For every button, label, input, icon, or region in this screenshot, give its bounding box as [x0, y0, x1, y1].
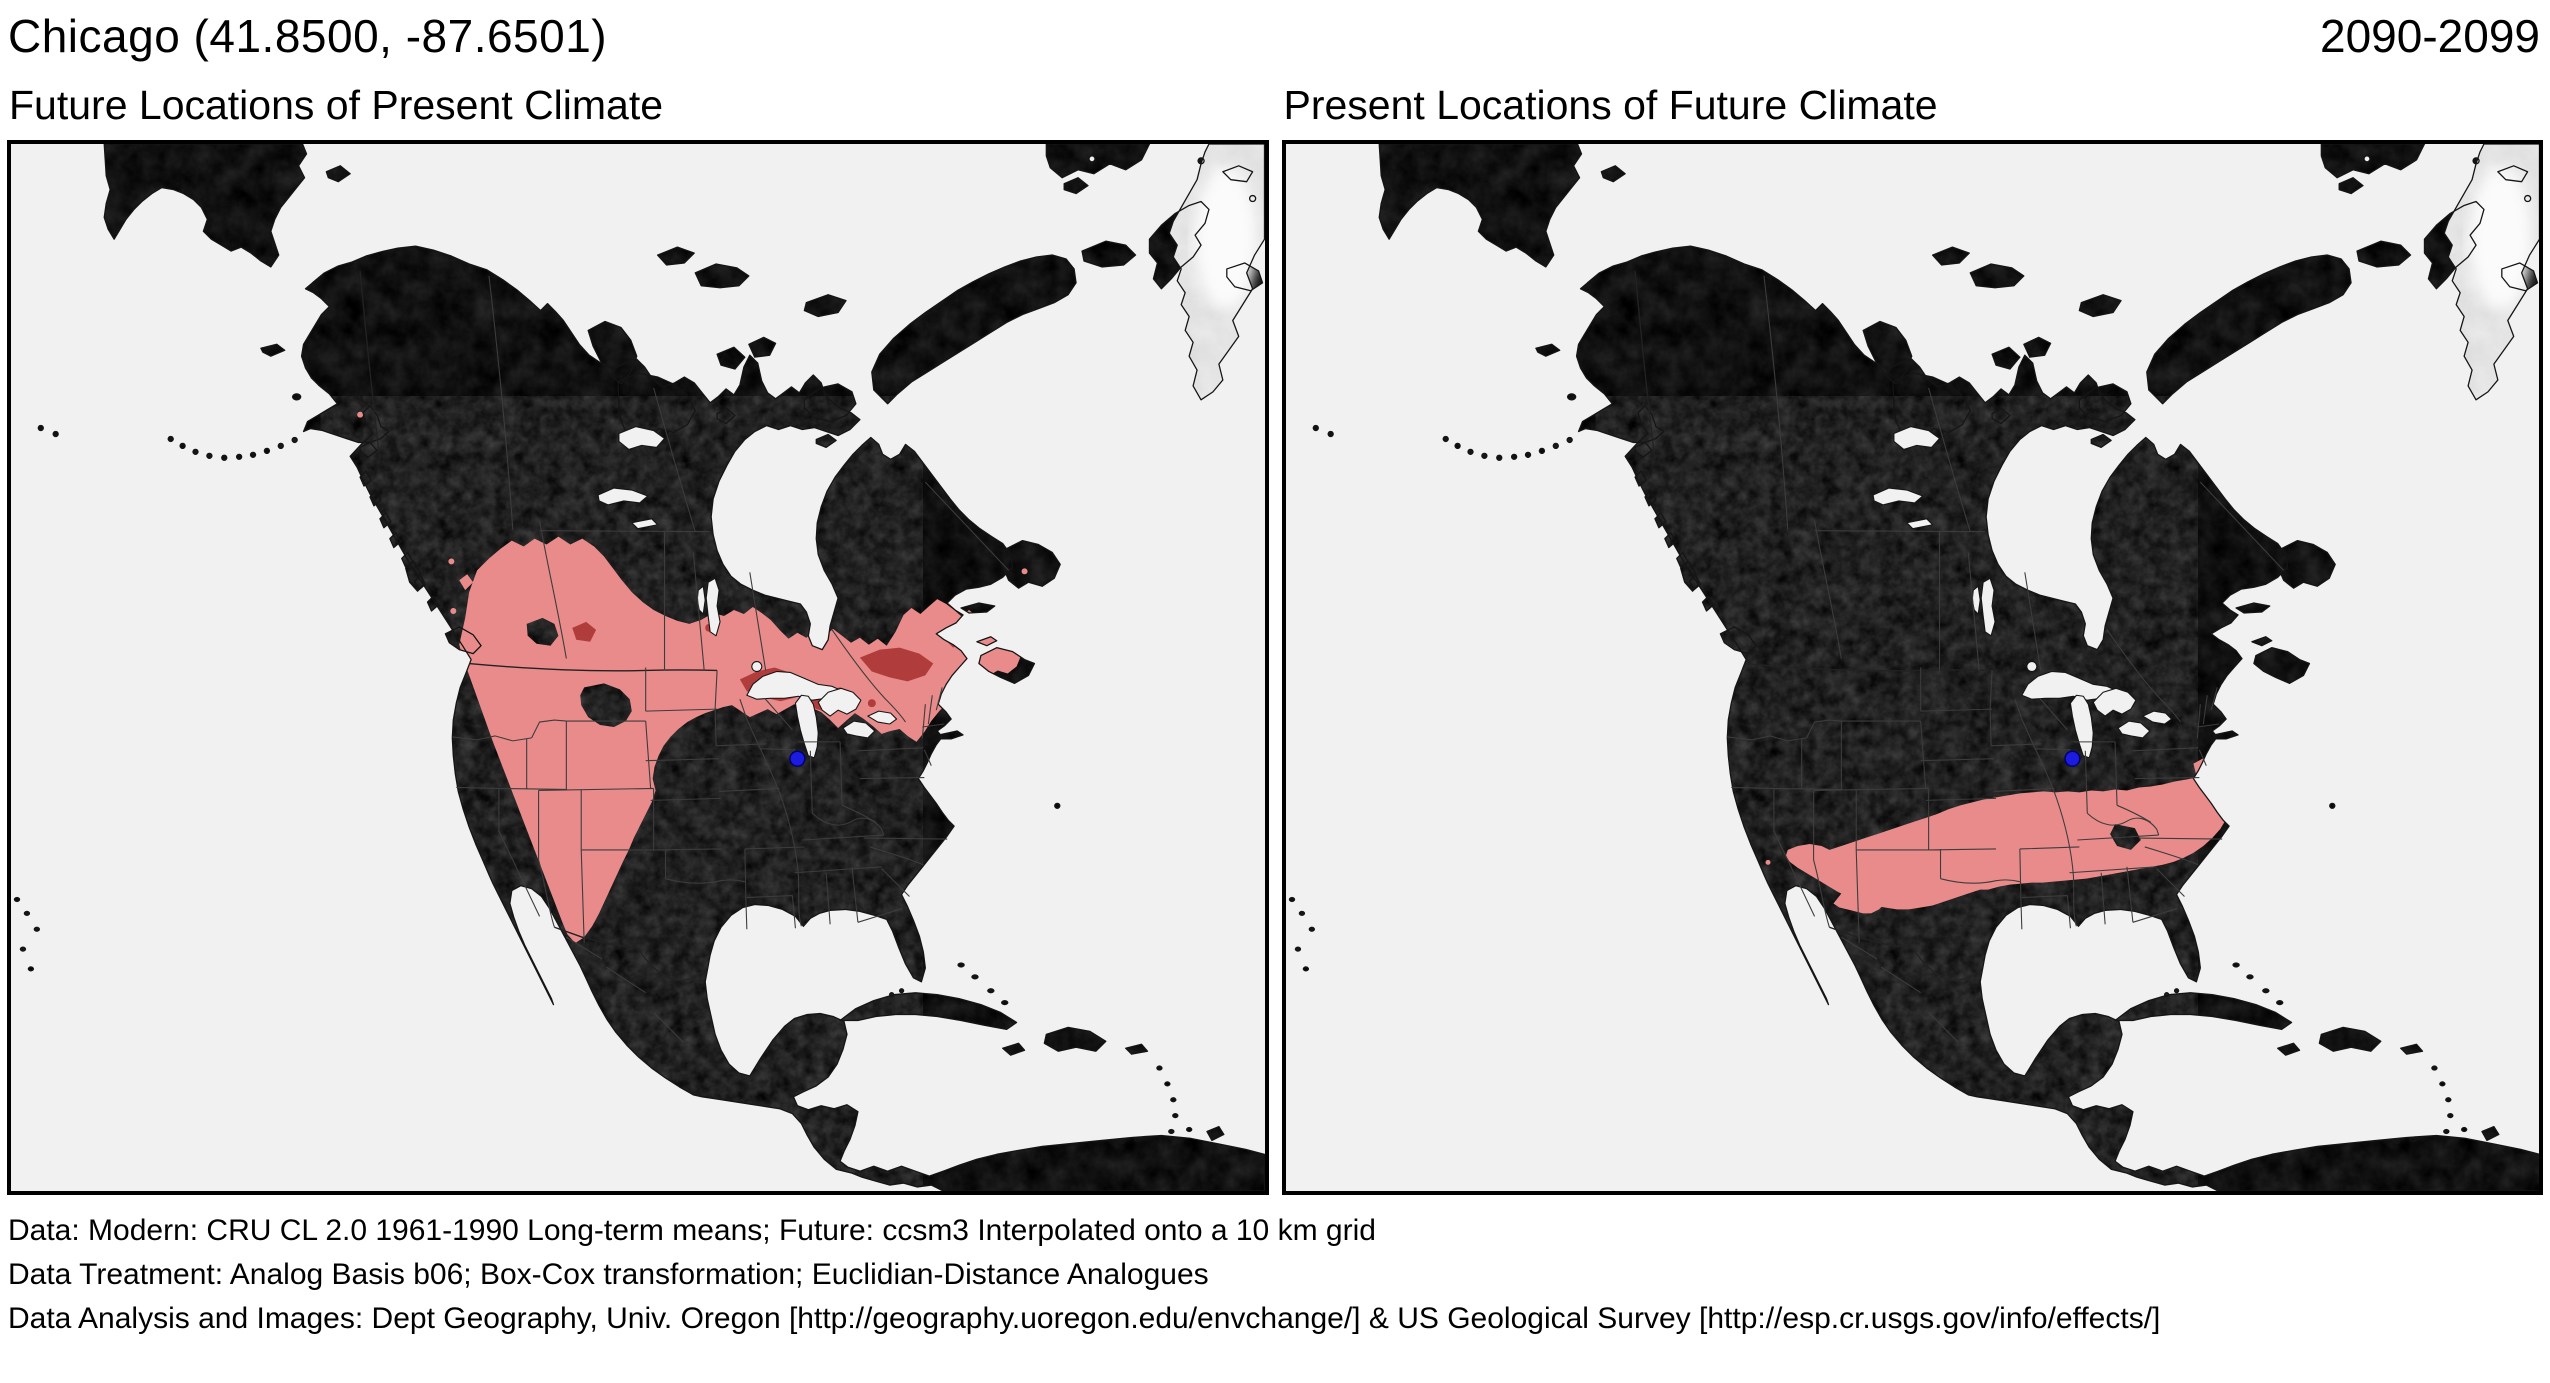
map-present-locations-of-future-climate [1286, 144, 2540, 1191]
footer: Data: Modern: CRU CL 2.0 1961-1990 Long-… [0, 1195, 2550, 1341]
subtitle-right: Present Locations of Future Climate [1283, 82, 1938, 128]
period-label: 2090-2099 [2320, 10, 2540, 62]
city-marker-right [2063, 750, 2081, 767]
map-right-frame [1281, 140, 2543, 1195]
footer-data-line: Data: Modern: CRU CL 2.0 1961-1990 Long-… [8, 1214, 1376, 1247]
footer-treatment-line: Data Treatment: Analog Basis b06; Box-Co… [8, 1258, 1209, 1291]
map-future-locations-of-present-climate [11, 144, 1265, 1191]
page-title: Chicago (41.8500, -87.6501) [8, 10, 608, 62]
maps-row: Future Locations of Present Climate Pres… [0, 74, 2550, 1195]
header: Chicago (41.8500, -87.6501) 2090-2099 [0, 0, 2550, 74]
footer-credits-line: Data Analysis and Images: Dept Geography… [8, 1302, 2161, 1335]
panel-present-locations: Present Locations of Future Climate [1281, 74, 2543, 1195]
city-marker-left [789, 750, 806, 767]
map-left-frame [7, 140, 1269, 1195]
panel-future-locations: Future Locations of Present Climate [7, 74, 1269, 1195]
subtitle-left: Future Locations of Present Climate [9, 82, 664, 128]
